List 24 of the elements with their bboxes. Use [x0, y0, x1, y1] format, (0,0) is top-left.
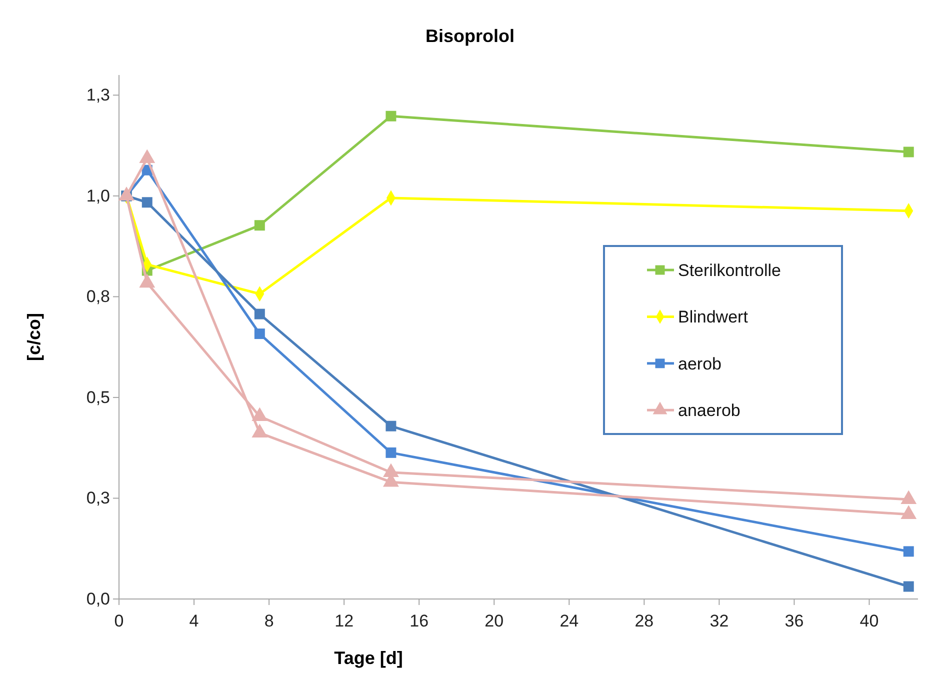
x-tick-label: 28: [634, 612, 654, 631]
x-tick-label: 24: [560, 612, 579, 631]
y-tick-label: 0,0: [86, 589, 110, 608]
x-tick-label: 32: [710, 612, 729, 631]
x-tick-label: 8: [264, 612, 274, 631]
y-tick-label: 1,3: [86, 86, 110, 105]
y-axis-title: [c/co]: [24, 312, 44, 362]
x-tick-label: 40: [860, 612, 879, 631]
x-axis-title: Tage [d]: [334, 648, 403, 668]
legend-label: aerob: [678, 354, 722, 374]
chart-title: Bisoprolol: [426, 26, 514, 46]
x-tick-label: 36: [784, 612, 804, 631]
x-tick-label: 16: [410, 612, 429, 631]
legend-label: Blindwert: [678, 308, 748, 327]
y-tick-label: 1,0: [86, 186, 110, 206]
legend-label: Sterilkontrolle: [678, 260, 781, 280]
y-tick-label: 0,5: [86, 388, 110, 407]
x-tick-label: 0: [114, 612, 124, 631]
y-tick-label: 0,8: [86, 287, 110, 306]
y-tick-label: 0,3: [86, 488, 110, 508]
x-tick-label: 12: [334, 612, 354, 631]
x-tick-label: 4: [189, 612, 199, 631]
x-tick-label: 20: [484, 612, 504, 631]
legend-label: anaerob: [678, 401, 740, 420]
